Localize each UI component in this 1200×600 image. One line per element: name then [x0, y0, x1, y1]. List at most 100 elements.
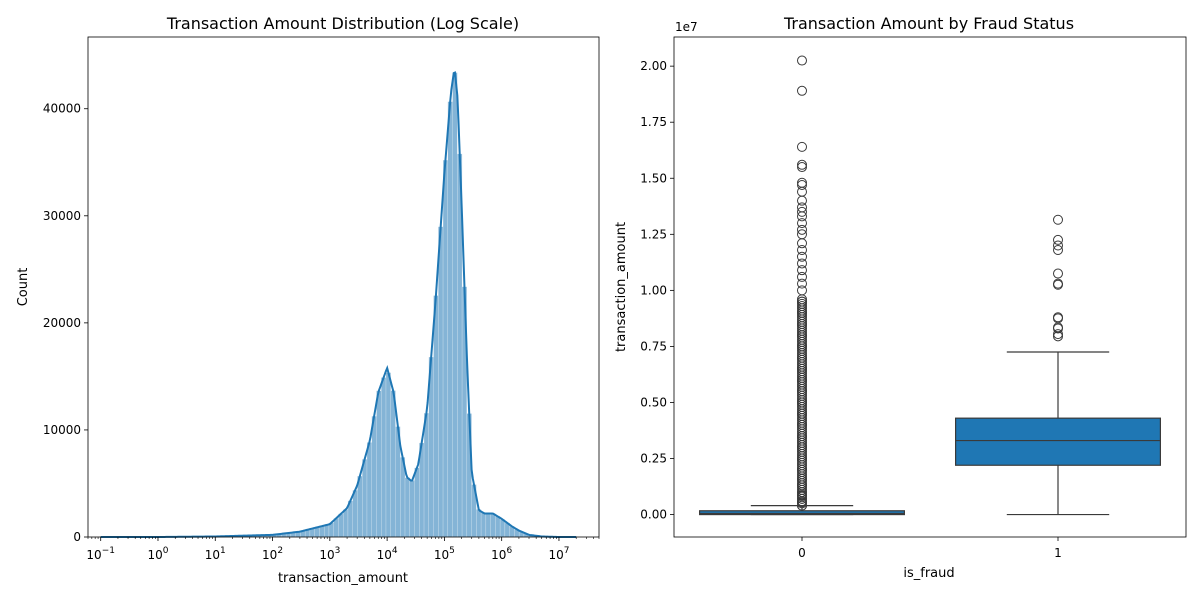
outlier-point — [797, 195, 807, 206]
histogram-bar — [485, 513, 491, 538]
histogram-bar — [314, 527, 320, 538]
x-tick-label: 104 — [377, 546, 398, 562]
outlier-point — [797, 162, 807, 173]
outlier-point — [797, 141, 807, 152]
boxplot-y-ticks: 0.00 0.25 0.50 0.75 1.00 1.25 1.50 1.75 2.00 — [640, 59, 674, 522]
outlier-point — [1053, 245, 1063, 256]
histogram-bar — [376, 390, 382, 538]
histogram-bar — [499, 519, 506, 538]
histogram-bar — [319, 525, 325, 538]
histogram-bar — [495, 516, 501, 538]
outlier-point — [797, 258, 807, 269]
histogram-bar — [343, 509, 349, 538]
outlier-point — [797, 229, 807, 240]
histogram-bar — [390, 390, 396, 538]
outlier-point — [797, 271, 807, 282]
outlier-point — [797, 85, 807, 96]
y-tick-label: 2.00 — [640, 59, 667, 73]
boxplot-plot-area — [698, 55, 1161, 516]
x-tick-label: 0 — [798, 546, 806, 560]
histogram-bar — [438, 226, 444, 538]
outlier-point — [1053, 240, 1063, 251]
boxplot-y-axis-label: transaction_amount — [614, 222, 629, 352]
outlier-point — [797, 177, 807, 188]
outlier-point — [1053, 234, 1063, 245]
histogram-bar — [371, 416, 377, 538]
outlier-point — [797, 224, 807, 235]
outlier-point — [797, 265, 807, 276]
y-tick-label: 0.75 — [640, 339, 667, 353]
histogram-bar — [452, 72, 458, 538]
histogram-bar — [447, 101, 453, 538]
histogram-chart: Transaction Amount Distribution (Log Sca… — [16, 14, 600, 586]
histogram-bar — [385, 372, 391, 538]
outlier-point — [797, 298, 807, 309]
y-tick-label: 0 — [73, 530, 81, 544]
y-tick-label: 40000 — [43, 102, 81, 116]
x-tick-label: 101 — [205, 546, 226, 562]
histogram-bar — [381, 377, 387, 538]
outlier-point — [797, 278, 807, 289]
histogram-title: Transaction Amount Distribution (Log Sca… — [166, 14, 519, 33]
x-tick-label: 10−1 — [86, 546, 115, 562]
y-tick-label: 1.50 — [640, 171, 667, 185]
boxplot-chart: Transaction Amount by Fraud Status 1e7 0… — [614, 14, 1187, 581]
outlier-point — [797, 55, 807, 66]
histogram-x-ticks: 10−1 100 101 102 103 104 105 106 107 — [86, 537, 600, 562]
outlier-point — [1053, 268, 1063, 279]
y-tick-label: 30000 — [43, 209, 81, 223]
outlier-point — [797, 296, 807, 307]
histogram-bar — [338, 513, 344, 538]
y-tick-label: 0.50 — [640, 395, 667, 409]
histogram-bar — [366, 442, 372, 538]
histogram-bar — [414, 467, 420, 538]
outlier-point — [797, 159, 807, 170]
histogram-bar — [490, 513, 496, 538]
outlier-point — [797, 218, 807, 229]
histogram-bar — [404, 477, 410, 538]
y-tick-label: 1.75 — [640, 115, 667, 129]
histogram-bar — [423, 412, 430, 538]
outlier-point — [1053, 214, 1063, 225]
outlier-point — [797, 179, 807, 190]
box — [954, 417, 1161, 466]
boxplot-offset-label: 1e7 — [675, 20, 698, 34]
kde-curve — [100, 71, 577, 538]
y-tick-label: 0.25 — [640, 452, 667, 466]
histogram-y-axis-label: Count — [16, 268, 31, 307]
outlier-point — [797, 202, 807, 213]
boxplot-title: Transaction Amount by Fraud Status — [783, 14, 1074, 33]
histogram-x-axis-label: transaction_amount — [278, 571, 408, 586]
boxplot-x-axis-label: is_fraud — [903, 566, 954, 581]
outlier-point — [1053, 312, 1063, 323]
x-tick-label: 106 — [491, 546, 512, 562]
y-tick-label: 1.00 — [640, 283, 667, 297]
histogram-plot-area — [100, 71, 577, 538]
x-tick-label: 100 — [147, 546, 168, 562]
outlier-point — [797, 206, 807, 217]
outlier-point — [1053, 278, 1063, 289]
histogram-bar — [476, 509, 482, 538]
y-tick-label: 10000 — [43, 423, 81, 437]
histogram-bar — [323, 524, 330, 538]
outlier-point — [797, 238, 807, 249]
outlier-point — [797, 251, 807, 262]
y-tick-label: 20000 — [43, 316, 81, 330]
histogram-bar — [442, 159, 449, 538]
histogram-bar — [433, 295, 439, 538]
outlier-point — [797, 301, 807, 312]
y-tick-label: 0.00 — [640, 508, 667, 522]
x-tick-label: 107 — [548, 546, 569, 562]
boxplot-axes-frame — [673, 36, 1187, 538]
x-tick-label: 1 — [1054, 546, 1062, 560]
histogram-bar — [352, 490, 358, 538]
y-tick-label: 1.25 — [640, 227, 667, 241]
box — [698, 510, 905, 516]
histogram-bar — [409, 480, 415, 538]
x-tick-label: 102 — [262, 546, 283, 562]
x-tick-label: 103 — [319, 546, 340, 562]
outlier-point — [797, 245, 807, 256]
x-tick-label: 105 — [434, 546, 455, 562]
